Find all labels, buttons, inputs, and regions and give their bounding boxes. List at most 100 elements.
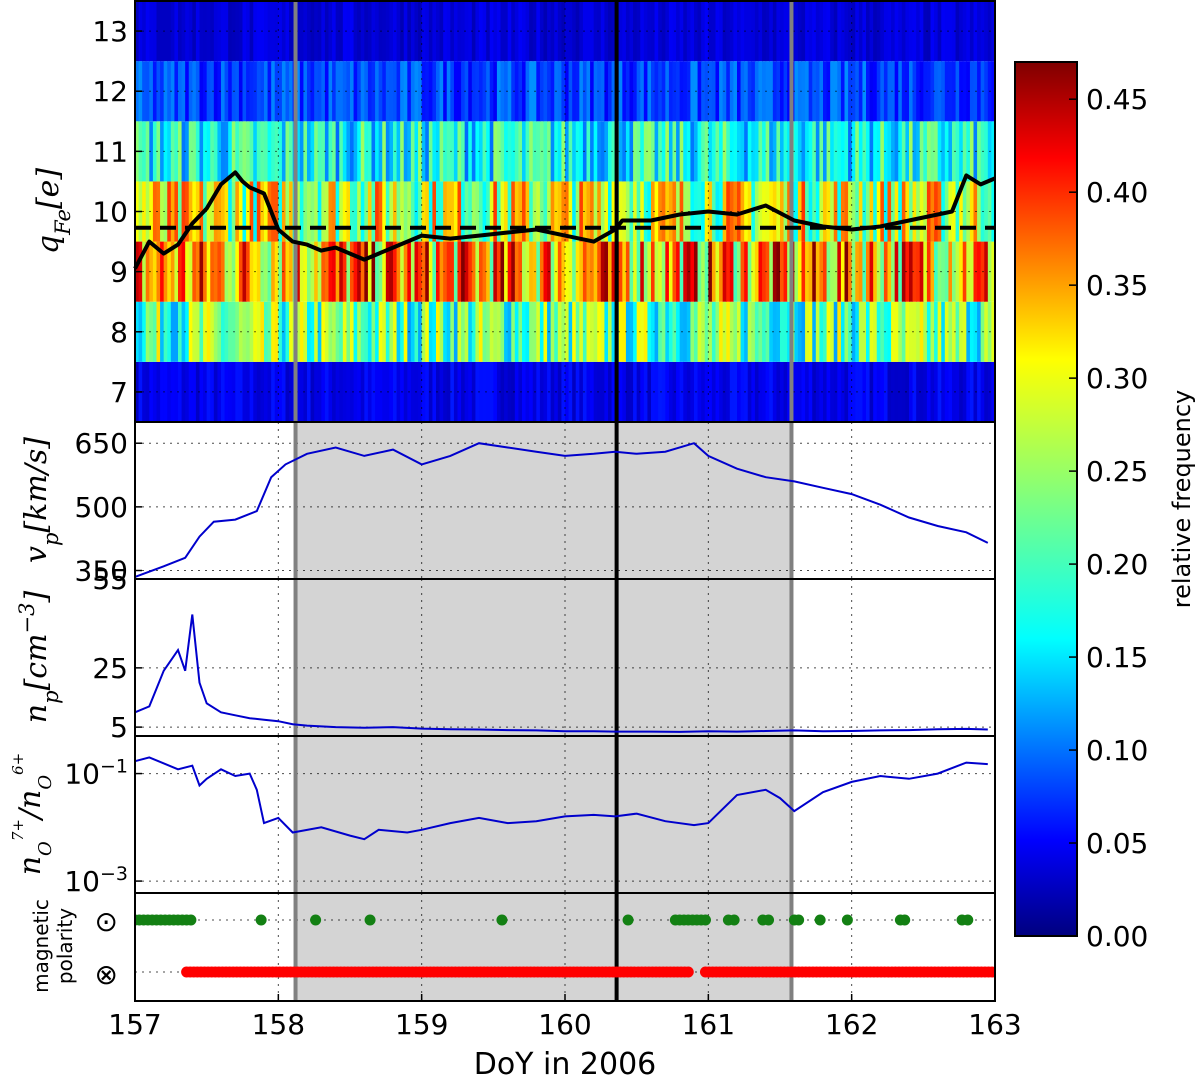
- heatmap-cell: [296, 1, 301, 62]
- heatmap-cell: [382, 301, 387, 362]
- heatmap-cell: [751, 61, 756, 122]
- heatmap-cell: [299, 121, 305, 182]
- heatmap-cell: [668, 301, 674, 362]
- heatmap-cell: [332, 241, 337, 302]
- heatmap-cell: [152, 121, 158, 182]
- heatmap-cell: [629, 181, 634, 242]
- heatmap-cell: [550, 241, 555, 302]
- heatmap-cell: [439, 301, 444, 362]
- heatmap-cell: [901, 1, 907, 62]
- heatmap-cell: [962, 361, 967, 422]
- heatmap-cell: [360, 361, 365, 422]
- heatmap-cell: [389, 361, 394, 422]
- heatmap-cell: [676, 61, 681, 122]
- heatmap-cell: [608, 61, 613, 122]
- heatmap-cell: [436, 301, 441, 362]
- heatmap-cell: [737, 301, 742, 362]
- heatmap-cell: [256, 121, 262, 182]
- heatmap-cell: [844, 61, 849, 122]
- polarity-inward-dot: [986, 966, 995, 978]
- polarity-outward-dot: [699, 914, 711, 926]
- heatmap-cell: [149, 181, 154, 242]
- heatmap-cell: [783, 361, 788, 422]
- density-yticks: 5 25 55: [92, 563, 142, 744]
- heatmap-cell: [382, 1, 387, 62]
- heatmap-cell: [367, 241, 373, 302]
- heatmap-cell: [905, 121, 910, 182]
- heatmap-cell: [321, 121, 326, 182]
- heatmap-cell: [815, 1, 821, 62]
- x-tick-labels: 157 158 159 160 161 162 163: [108, 994, 1022, 1041]
- heatmap-cell: [170, 61, 176, 122]
- heatmap-cell: [661, 181, 666, 242]
- heatmap-cell: [163, 61, 168, 122]
- heatmap-cell: [851, 301, 856, 362]
- heatmap-cell: [590, 181, 595, 242]
- polarity-ylabel-line2: polarity: [53, 908, 77, 984]
- heatmap-cell: [178, 61, 183, 122]
- heatmap-cell: [353, 241, 358, 302]
- heatmap-cell: [783, 301, 788, 362]
- heatmap-cell: [923, 361, 928, 422]
- heatmap-cell: [299, 361, 305, 422]
- oxygen-ratio-panel: 10−110−3 nO7+/nO6+: [9, 735, 996, 898]
- polarity-outward-dot: [728, 914, 740, 926]
- heatmap-cell: [955, 121, 960, 182]
- heatmap-cell: [937, 181, 942, 242]
- heatmap-cell: [683, 121, 688, 182]
- ytick-label: 10−1: [64, 756, 128, 791]
- x-tick-label: 162: [825, 1008, 878, 1041]
- heatmap-cell: [719, 241, 724, 302]
- heatmap-cell: [461, 1, 466, 62]
- heatmap-cell: [500, 181, 505, 242]
- heatmap-cell: [321, 301, 326, 362]
- heatmap-cell: [192, 121, 197, 182]
- heatmap-cell: [780, 121, 785, 182]
- heatmap-cell: [919, 1, 924, 62]
- heatmap-cell: [758, 61, 763, 122]
- heatmap-cell: [654, 301, 659, 362]
- heatmap-cell: [572, 181, 577, 242]
- heatmap-cell: [432, 1, 437, 62]
- heatmap-cell: [991, 241, 996, 302]
- heatmap-cell: [296, 61, 301, 122]
- heatmap-cell: [264, 121, 269, 182]
- heatmap-cell: [622, 241, 627, 302]
- heatmap-cell: [740, 301, 745, 362]
- heatmap-cell: [335, 181, 340, 242]
- heatmap-cell: [457, 361, 462, 422]
- heatmap-cell: [668, 61, 674, 122]
- heatmap-cell: [278, 1, 283, 62]
- heatmap-cell: [271, 301, 276, 362]
- heatmap-cell: [307, 241, 312, 302]
- heatmap-cell: [676, 301, 681, 362]
- heatmap-cell: [324, 1, 330, 62]
- heatmap-cell: [332, 181, 337, 242]
- heatmap-cell: [944, 61, 950, 122]
- heatmap-cell: [747, 301, 752, 362]
- heatmap-cell: [697, 301, 702, 362]
- heatmap-cell: [285, 181, 290, 242]
- heatmap-cell: [962, 1, 967, 62]
- heatmap-cell: [382, 61, 387, 122]
- heatmap-cell: [479, 181, 484, 242]
- heatmap-cell: [772, 1, 778, 62]
- heatmap-cell: [991, 121, 996, 182]
- heatmap-cell: [912, 361, 917, 422]
- heatmap-cell: [296, 241, 301, 302]
- heatmap-cell: [611, 241, 616, 302]
- heatmap-cell: [206, 61, 211, 122]
- heatmap-cell: [582, 181, 588, 242]
- heatmap-cell: [905, 241, 910, 302]
- heatmap-cell: [382, 181, 387, 242]
- heatmap-cell: [299, 241, 305, 302]
- heatmap-cell: [744, 301, 749, 362]
- heatmap-cell: [579, 61, 584, 122]
- heatmap-cell: [264, 61, 269, 122]
- heatmap-cell: [536, 181, 541, 242]
- heatmap-cell: [471, 361, 477, 422]
- heatmap-cell: [579, 121, 584, 182]
- heatmap-cell: [432, 181, 437, 242]
- heatmap-cell: [762, 1, 767, 62]
- heatmap-cell: [758, 181, 763, 242]
